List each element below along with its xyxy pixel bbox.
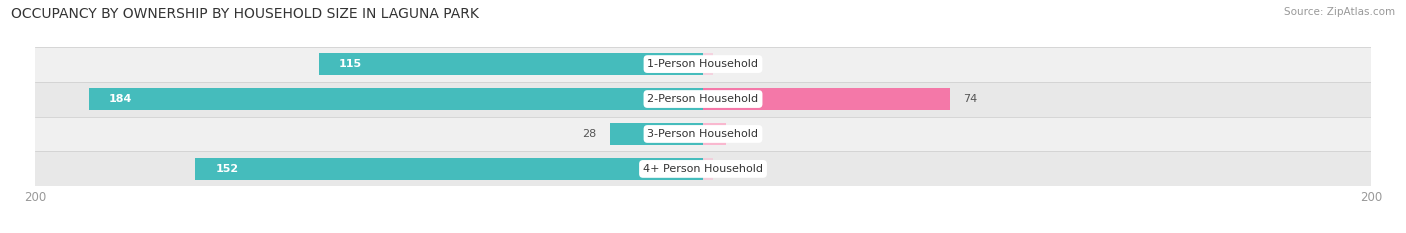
Bar xyxy=(35,116,1371,151)
Text: 4+ Person Household: 4+ Person Household xyxy=(643,164,763,174)
Text: 184: 184 xyxy=(108,94,132,104)
Text: 1-Person Household: 1-Person Household xyxy=(648,59,758,69)
Text: OCCUPANCY BY OWNERSHIP BY HOUSEHOLD SIZE IN LAGUNA PARK: OCCUPANCY BY OWNERSHIP BY HOUSEHOLD SIZE… xyxy=(11,7,479,21)
Bar xyxy=(35,151,1371,186)
Bar xyxy=(35,82,1371,116)
Text: 2-Person Household: 2-Person Household xyxy=(647,94,759,104)
Text: 3-Person Household: 3-Person Household xyxy=(648,129,758,139)
Text: 0: 0 xyxy=(716,59,723,69)
Bar xyxy=(609,123,703,145)
Text: 7: 7 xyxy=(740,129,747,139)
Bar xyxy=(703,88,950,110)
Bar xyxy=(89,88,703,110)
Text: 115: 115 xyxy=(339,59,363,69)
Text: Source: ZipAtlas.com: Source: ZipAtlas.com xyxy=(1284,7,1395,17)
Bar xyxy=(35,47,1371,82)
Text: 152: 152 xyxy=(215,164,239,174)
Bar xyxy=(195,158,703,180)
Bar xyxy=(703,158,713,180)
Text: 0: 0 xyxy=(716,164,723,174)
Bar xyxy=(319,53,703,75)
Bar xyxy=(703,123,727,145)
Bar xyxy=(703,53,713,75)
Text: 74: 74 xyxy=(963,94,977,104)
Text: 28: 28 xyxy=(582,129,596,139)
